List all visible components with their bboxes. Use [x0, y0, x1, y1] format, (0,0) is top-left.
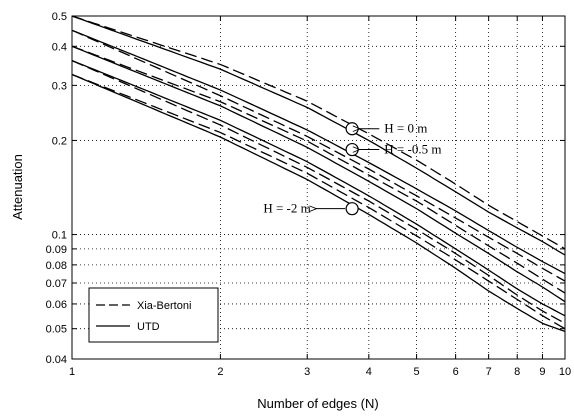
y-tick-label: 0.06: [46, 299, 67, 311]
annotations: H = 0 m H = -0.5 m H = -2 m: [263, 121, 441, 216]
annotation-circle: [345, 122, 359, 136]
y-tick-label: 0.4: [52, 41, 67, 53]
series-line-utd: [71, 59, 566, 317]
annotation-circle: [345, 142, 359, 157]
annotation-label: H = -0.5 m: [384, 142, 441, 157]
annotation-label: H = 0 m: [384, 121, 427, 136]
y-tick-label: 0.2: [52, 135, 67, 147]
annotation-circle: [345, 202, 359, 216]
y-tick-label: 0.09: [46, 244, 67, 256]
legend-box: [88, 287, 219, 343]
series-line-xia-bertoni: [71, 15, 566, 250]
y-axis-label: Attenuation: [10, 154, 25, 220]
x-tick-label: 8: [514, 366, 520, 378]
legend-label-xia-bertoni: Xia-Bertoni: [137, 300, 191, 312]
legend-label-utd: UTD: [137, 321, 160, 333]
series-line-utd: [71, 73, 566, 333]
x-tick-label: 3: [304, 366, 310, 378]
y-tick-label: 0.5: [52, 11, 67, 23]
series-line-utd: [71, 15, 566, 256]
y-tick-label: 0.1: [52, 230, 67, 242]
x-tick-label: 5: [414, 366, 420, 378]
series-line-utd: [71, 29, 566, 275]
y-tick-label: 0.08: [46, 260, 67, 272]
x-tick-label: 6: [453, 366, 459, 378]
x-tick-label: 9: [539, 366, 545, 378]
x-axis-label: Number of edges (N): [257, 396, 378, 411]
series-line-xia-bertoni: [71, 73, 566, 330]
y-tick-label: 0.07: [46, 278, 67, 290]
x-tick-label: 4: [366, 366, 372, 378]
x-tick-label: 7: [486, 366, 492, 378]
series-lines: [71, 15, 566, 333]
x-tick-label: 10: [559, 366, 571, 378]
series-line-utd: [71, 45, 566, 303]
series-line-xia-bertoni: [71, 29, 566, 282]
axis-ticks: 1 2 3 4 5 6 7 8 9 10 0.04 0.05 0.06 0.07 0.08 0.09 0.1 0.…: [46, 11, 572, 378]
x-tick-label: 1: [69, 366, 75, 378]
y-tick-label: 0.3: [52, 80, 67, 92]
plot-frame: [71, 15, 566, 360]
y-tick-label: 0.05: [46, 324, 67, 336]
series-line-xia-bertoni: [71, 60, 566, 324]
y-tick-label: 0.04: [46, 354, 67, 366]
annotation-label: H = -2 m: [263, 201, 310, 216]
legend: Xia-Bertoni UTD: [88, 287, 219, 343]
x-tick-label: 2: [217, 366, 223, 378]
series-line-xia-bertoni: [71, 45, 566, 294]
